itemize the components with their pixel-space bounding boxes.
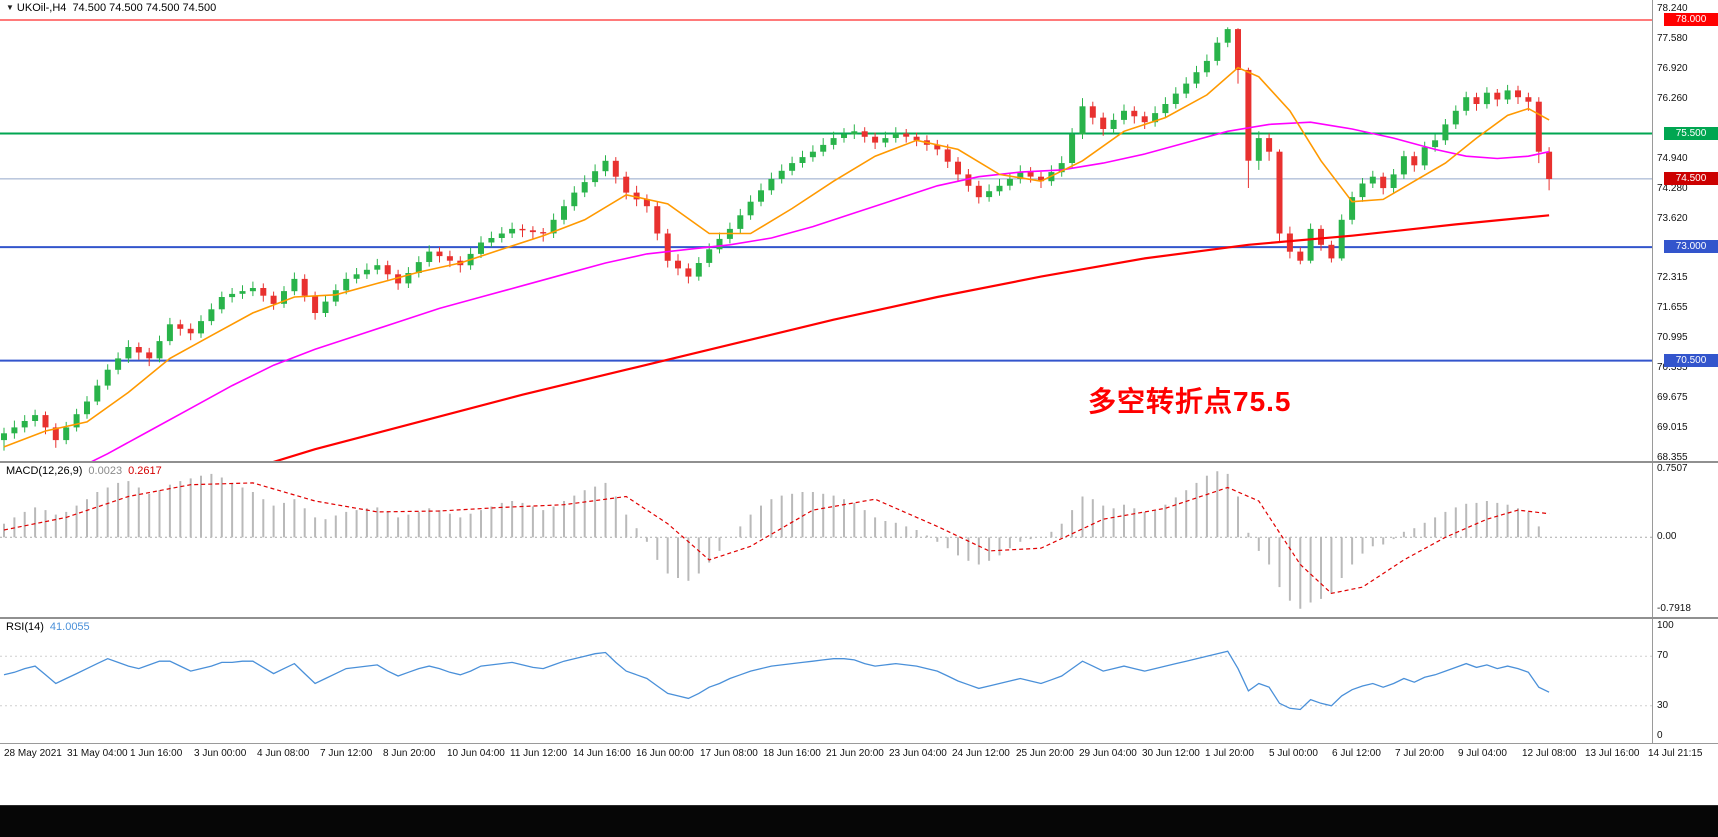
price-tick: 72.315	[1657, 272, 1688, 283]
time-label: 13 Jul 16:00	[1585, 748, 1640, 759]
time-label: 3 Jun 00:00	[194, 748, 247, 759]
rsi-tick: 30	[1657, 700, 1669, 711]
ohlc-values: 74.500 74.500 74.500 74.500	[72, 2, 217, 14]
price-tick: 68.355	[1657, 452, 1688, 461]
panel-divider[interactable]	[0, 617, 1718, 619]
time-label: 7 Jun 12:00	[320, 748, 373, 759]
macd-main-value: 0.0023	[88, 465, 123, 477]
chart-symbol-label: ▼ UKOil-,H4 74.500 74.500 74.500 74.500	[6, 2, 216, 14]
price-tick: 76.260	[1657, 93, 1688, 104]
price-tick: 77.580	[1657, 33, 1688, 44]
time-label: 30 Jun 12:00	[1142, 748, 1200, 759]
price-tick: 78.240	[1657, 3, 1688, 14]
price-level-badge: 74.500	[1664, 172, 1718, 185]
bottom-gap	[0, 764, 1718, 805]
time-label: 29 Jun 04:00	[1079, 748, 1137, 759]
time-label: 25 Jun 20:00	[1016, 748, 1074, 759]
price-level-badge: 78.000	[1664, 13, 1718, 26]
price-tick: 70.335	[1657, 362, 1688, 373]
macd-axis[interactable]: 0.7507 0.00 -0.7918	[1652, 463, 1718, 617]
time-label: 1 Jun 16:00	[130, 748, 183, 759]
price-tick: 74.280	[1657, 183, 1688, 194]
rsi-tick: 0	[1657, 730, 1663, 741]
time-label: 16 Jun 00:00	[636, 748, 694, 759]
symbol-text: UKOil-,H4	[16, 2, 67, 14]
time-label: 28 May 2021	[4, 748, 62, 759]
time-label: 18 Jun 16:00	[763, 748, 821, 759]
rsi-tick: 70	[1657, 650, 1669, 661]
time-label: 1 Jul 20:00	[1205, 748, 1254, 759]
rsi-panel[interactable]: 100 70 30 0 RSI(14) 41.0055	[0, 619, 1718, 743]
price-level-badge: 75.500	[1664, 127, 1718, 140]
time-label: 6 Jul 12:00	[1332, 748, 1381, 759]
price-tick: 70.995	[1657, 332, 1688, 343]
price-tick: 76.920	[1657, 63, 1688, 74]
candlestick-chart[interactable]	[0, 0, 1652, 461]
time-label: 9 Jul 04:00	[1458, 748, 1507, 759]
rsi-chart[interactable]	[0, 619, 1652, 743]
time-label: 23 Jun 04:00	[889, 748, 947, 759]
time-label: 12 Jul 08:00	[1522, 748, 1577, 759]
macd-signal-value: 0.2617	[128, 465, 162, 477]
time-label: 17 Jun 08:00	[700, 748, 758, 759]
macd-panel[interactable]: 0.7507 0.00 -0.7918 MACD(12,26,9) 0.0023 0.2…	[0, 463, 1718, 617]
time-label: 24 Jun 12:00	[952, 748, 1010, 759]
rsi-name: RSI(14)	[6, 621, 44, 633]
price-tick: 74.940	[1657, 153, 1688, 164]
price-tick: 69.675	[1657, 392, 1688, 403]
panel-divider[interactable]	[0, 461, 1718, 463]
price-tick: 73.620	[1657, 213, 1688, 224]
rsi-tick: 100	[1657, 620, 1674, 631]
price-level-badge: 73.000	[1664, 240, 1718, 253]
macd-tick: 0.00	[1657, 531, 1677, 542]
time-label: 8 Jun 20:00	[383, 748, 436, 759]
rsi-value: 41.0055	[49, 621, 90, 633]
time-label: 4 Jun 08:00	[257, 748, 310, 759]
expand-arrow-icon[interactable]: ▼	[6, 3, 14, 12]
time-axis[interactable]: 28 May 2021 31 May 04:00 1 Jun 16:00 3 Jun …	[0, 743, 1718, 764]
time-label: 21 Jun 20:00	[826, 748, 884, 759]
price-chart-panel[interactable]: 78.240 77.580 76.920 76.260 74.940 74.280 73.6…	[0, 0, 1718, 461]
time-label: 14 Jun 16:00	[573, 748, 631, 759]
rsi-axis[interactable]: 100 70 30 0	[1652, 619, 1718, 743]
price-tick: 71.655	[1657, 302, 1688, 313]
time-label: 11 Jun 12:00	[510, 748, 568, 759]
taskbar[interactable]	[0, 805, 1718, 837]
macd-tick: 0.7507	[1657, 463, 1688, 474]
time-label: 14 Jul 21:15	[1648, 748, 1703, 759]
rsi-label: RSI(14) 41.0055	[6, 621, 90, 633]
macd-name: MACD(12,26,9)	[6, 465, 83, 477]
time-label: 31 May 04:00	[67, 748, 128, 759]
price-axis[interactable]: 78.240 77.580 76.920 76.260 74.940 74.280 73.6…	[1652, 0, 1718, 461]
price-level-badge: 70.500	[1664, 354, 1718, 367]
macd-tick: -0.7918	[1657, 603, 1691, 614]
time-label: 7 Jul 20:00	[1395, 748, 1444, 759]
macd-chart[interactable]	[0, 463, 1652, 617]
price-tick: 69.015	[1657, 422, 1688, 433]
time-label: 10 Jun 04:00	[447, 748, 505, 759]
macd-label: MACD(12,26,9) 0.0023 0.2617	[6, 465, 162, 477]
time-label: 5 Jul 00:00	[1269, 748, 1318, 759]
chart-annotation-text[interactable]: 多空转折点75.5	[1088, 386, 1292, 417]
